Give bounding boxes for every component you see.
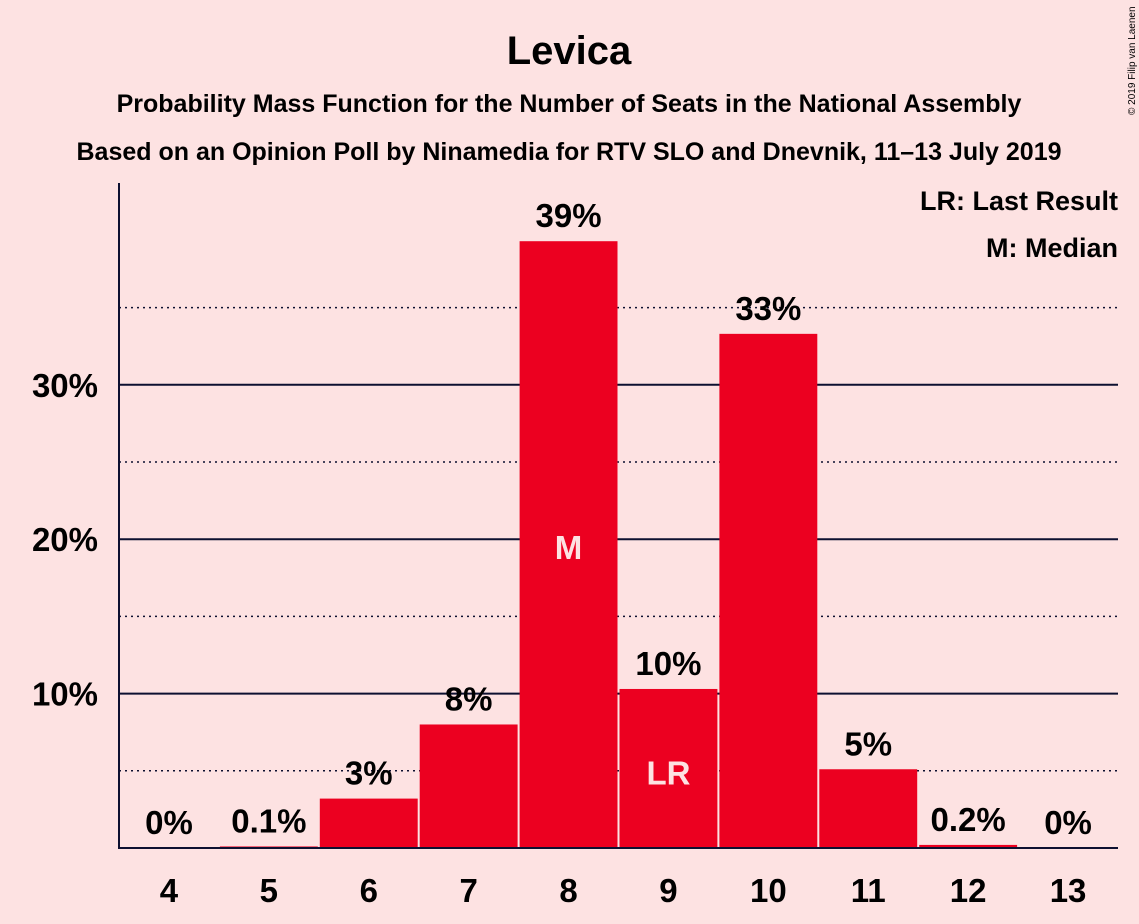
- legend-last-result: LR: Last Result: [920, 186, 1118, 216]
- bar: [519, 241, 618, 848]
- data-label: 5%: [844, 725, 892, 762]
- x-tick-label: 5: [260, 872, 278, 909]
- x-tick-label: 4: [160, 872, 179, 909]
- chart-subtitle: Probability Mass Function for the Number…: [117, 90, 1022, 118]
- copyright-notice: © 2019 Filip van Laenen: [1127, 6, 1138, 115]
- in-bar-label: M: [555, 529, 583, 566]
- x-tick-label: 13: [1050, 872, 1087, 909]
- y-tick-label: 30%: [32, 367, 98, 404]
- bar: [619, 688, 718, 848]
- data-label: 33%: [735, 290, 801, 327]
- data-label: 0%: [145, 804, 193, 841]
- x-tick-label: 9: [659, 872, 677, 909]
- data-label: 0.2%: [931, 801, 1006, 838]
- x-tick-label: 8: [559, 872, 577, 909]
- bar: [719, 333, 818, 848]
- tick-labels: 10% 20% 30% 4 5 6 7 8 9 10 11 12 13: [32, 367, 1086, 909]
- legend-median: M: Median: [986, 233, 1118, 263]
- bar: [319, 798, 418, 848]
- bar: [419, 724, 518, 848]
- x-tick-label: 12: [950, 872, 987, 909]
- data-label: 3%: [345, 755, 393, 792]
- data-labels: 0% 0.1% 3% 8% 39% 10% 33% 5% 0.2% 0% M LR: [145, 197, 1092, 841]
- gridlines: [119, 306, 1118, 772]
- bars: [219, 241, 1018, 848]
- x-tick-label: 11: [851, 872, 886, 909]
- data-label: 8%: [445, 680, 493, 717]
- data-label: 0.1%: [231, 802, 306, 839]
- y-tick-label: 10%: [32, 676, 98, 713]
- data-label: 39%: [536, 197, 602, 234]
- chart-subtitle-source: Based on an Opinion Poll by Ninamedia fo…: [77, 138, 1062, 166]
- data-label: 10%: [635, 645, 701, 682]
- data-label: 0%: [1044, 804, 1092, 841]
- chart-title: Levica: [507, 29, 632, 73]
- x-tick-label: 6: [360, 872, 378, 909]
- x-tick-label: 10: [750, 872, 787, 909]
- in-bar-label: LR: [646, 754, 690, 791]
- bar: [819, 769, 918, 848]
- y-tick-label: 20%: [32, 521, 98, 558]
- x-tick-label: 7: [459, 872, 477, 909]
- bar: [919, 844, 1018, 848]
